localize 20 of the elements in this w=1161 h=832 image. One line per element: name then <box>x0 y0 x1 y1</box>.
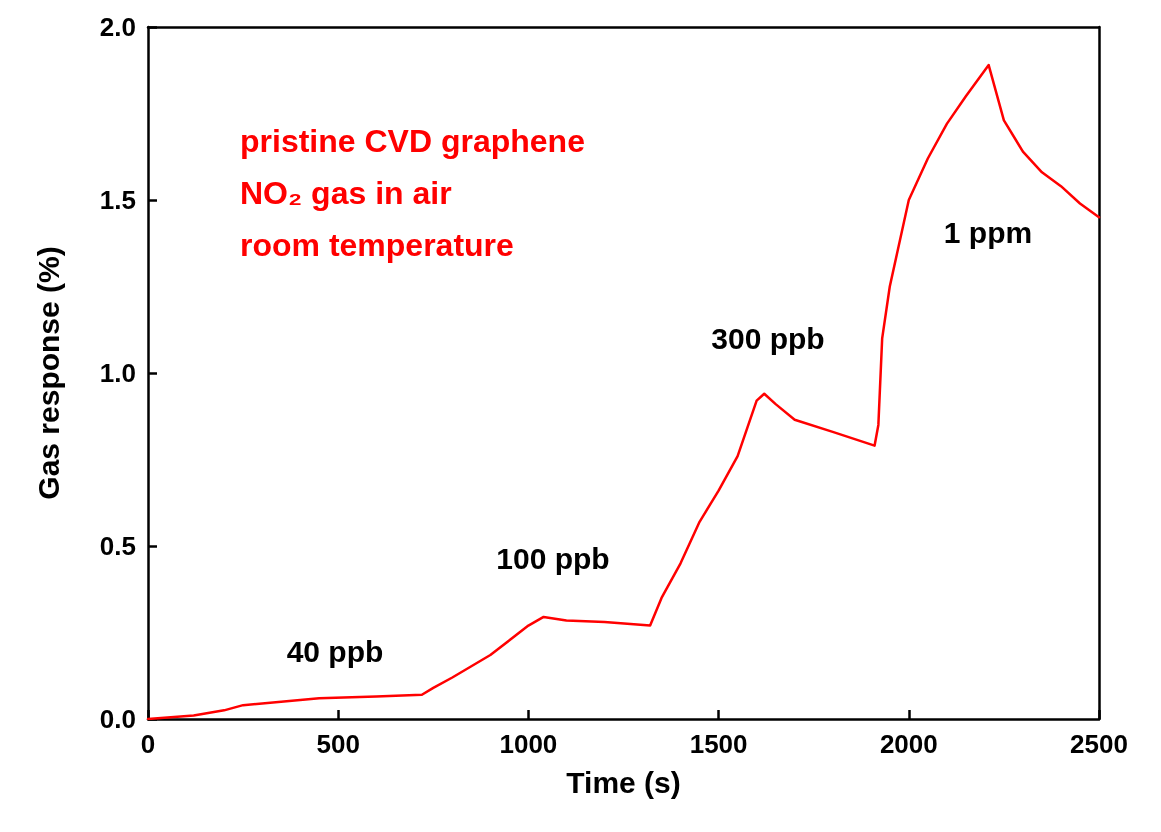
y-tick-label: 0.5 <box>99 531 136 561</box>
x-tick-label: 1000 <box>499 729 558 759</box>
x-axis-title: Time (s) <box>566 765 681 799</box>
y-tick-label: 0.0 <box>99 704 136 734</box>
x-tick-label: 0 <box>140 729 156 759</box>
annotation: 40 ppb <box>286 634 384 668</box>
annotation: 300 ppb <box>711 321 825 355</box>
y-tick-label: 2.0 <box>99 12 136 42</box>
y-tick-label: 1.5 <box>99 185 136 215</box>
x-tick-label: 1500 <box>689 729 748 759</box>
y-axis-title: Gas response (%) <box>31 246 65 500</box>
annotation: pristine CVD graphene <box>240 123 585 159</box>
annotation: 1 ppm <box>943 215 1033 249</box>
x-tick-label: 2500 <box>1070 729 1128 759</box>
annotation: 100 ppb <box>496 541 610 575</box>
annotation: NO₂ gas in air <box>240 175 452 211</box>
y-tick-label: 1.0 <box>99 358 136 388</box>
x-tick-label: 2000 <box>879 729 938 759</box>
annotation: room temperature <box>240 227 514 263</box>
x-tick-label: 500 <box>316 729 360 759</box>
